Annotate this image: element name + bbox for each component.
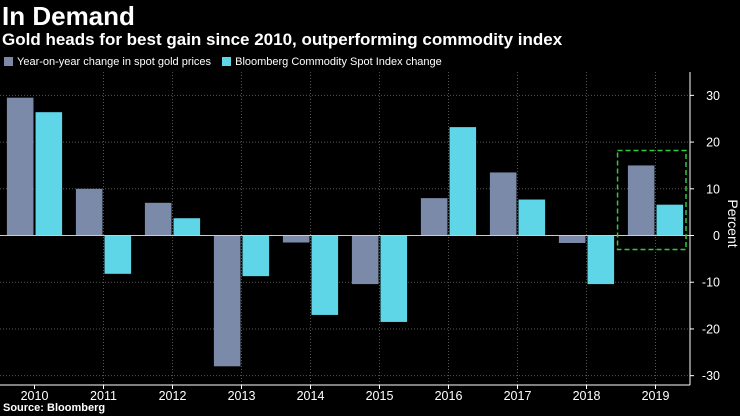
bar-commodity-2010 — [35, 112, 63, 236]
legend-label-gold: Year-on-year change in spot gold prices — [17, 56, 212, 69]
bar-commodity-2018 — [587, 235, 615, 285]
y-tick-label: 10 — [706, 182, 720, 196]
y-tick-label: 30 — [706, 89, 720, 103]
source-note: Source: Bloomberg — [3, 402, 106, 414]
y-ticks: 30 20 10 0 -10 -20 -30 — [690, 89, 720, 383]
bar-gold-2018 — [558, 235, 586, 243]
legend: Year-on-year change in spot gold prices … — [4, 55, 450, 69]
chart-title: In Demand — [2, 1, 135, 31]
bar-gold-2016 — [420, 198, 448, 236]
y-axis-label: Percent — [725, 199, 740, 247]
bar-commodity-2015 — [380, 235, 408, 322]
bar-gold-2010 — [6, 97, 34, 236]
bar-commodity-2017 — [518, 199, 546, 236]
x-tick-label: 2013 — [228, 389, 256, 403]
grid-lines — [0, 72, 690, 385]
bar-commodity-2014 — [311, 235, 339, 315]
highlight-box — [616, 149, 687, 251]
bar-gold-2011 — [75, 188, 103, 236]
legend-swatch-commodity — [222, 57, 232, 67]
bar-gold-2013 — [213, 235, 241, 367]
legend-label-commodity: Bloomberg Commodity Spot Index change — [235, 56, 442, 69]
bar-gold-2017 — [489, 172, 517, 236]
x-tick-label: 2016 — [435, 389, 463, 403]
chart-subtitle: Gold heads for best gain since 2010, out… — [2, 30, 563, 49]
bar-gold-2019 — [627, 165, 655, 236]
x-ticks: 2010 2011 2012 2013 2014 2015 2016 2017 2018 2019 — [0, 384, 690, 403]
bar-gold-2015 — [351, 235, 379, 285]
bar-commodity-2013 — [242, 235, 270, 277]
y-tick-label: -30 — [702, 369, 720, 383]
legend-item-commodity: Bloomberg Commodity Spot Index change — [222, 55, 442, 69]
legend-item-gold: Year-on-year change in spot gold prices — [4, 55, 211, 69]
bar-commodity-2012 — [173, 218, 201, 236]
x-tick-label: 2017 — [504, 389, 532, 403]
y-tick-label: 0 — [713, 229, 720, 243]
x-tick-label: 2010 — [21, 389, 49, 403]
bar-gold-2012 — [144, 202, 172, 236]
x-tick-label: 2019 — [642, 389, 670, 403]
y-tick-label: -20 — [702, 322, 720, 336]
x-tick-label: 2018 — [573, 389, 601, 403]
bar-commodity-2016 — [449, 127, 477, 236]
bar-commodity-2019 — [656, 204, 684, 236]
x-tick-label: 2014 — [297, 389, 325, 403]
y-tick-label: -10 — [702, 276, 720, 290]
x-tick-label: 2011 — [90, 389, 117, 403]
legend-swatch-gold — [4, 57, 13, 67]
bar-commodity-2011 — [104, 235, 132, 274]
bars — [0, 97, 690, 367]
annotation — [616, 149, 687, 251]
y-tick-label: 20 — [706, 136, 720, 150]
x-tick-label: 2015 — [366, 389, 394, 403]
x-tick-label: 2012 — [159, 389, 187, 403]
bar-gold-2014 — [282, 235, 310, 243]
